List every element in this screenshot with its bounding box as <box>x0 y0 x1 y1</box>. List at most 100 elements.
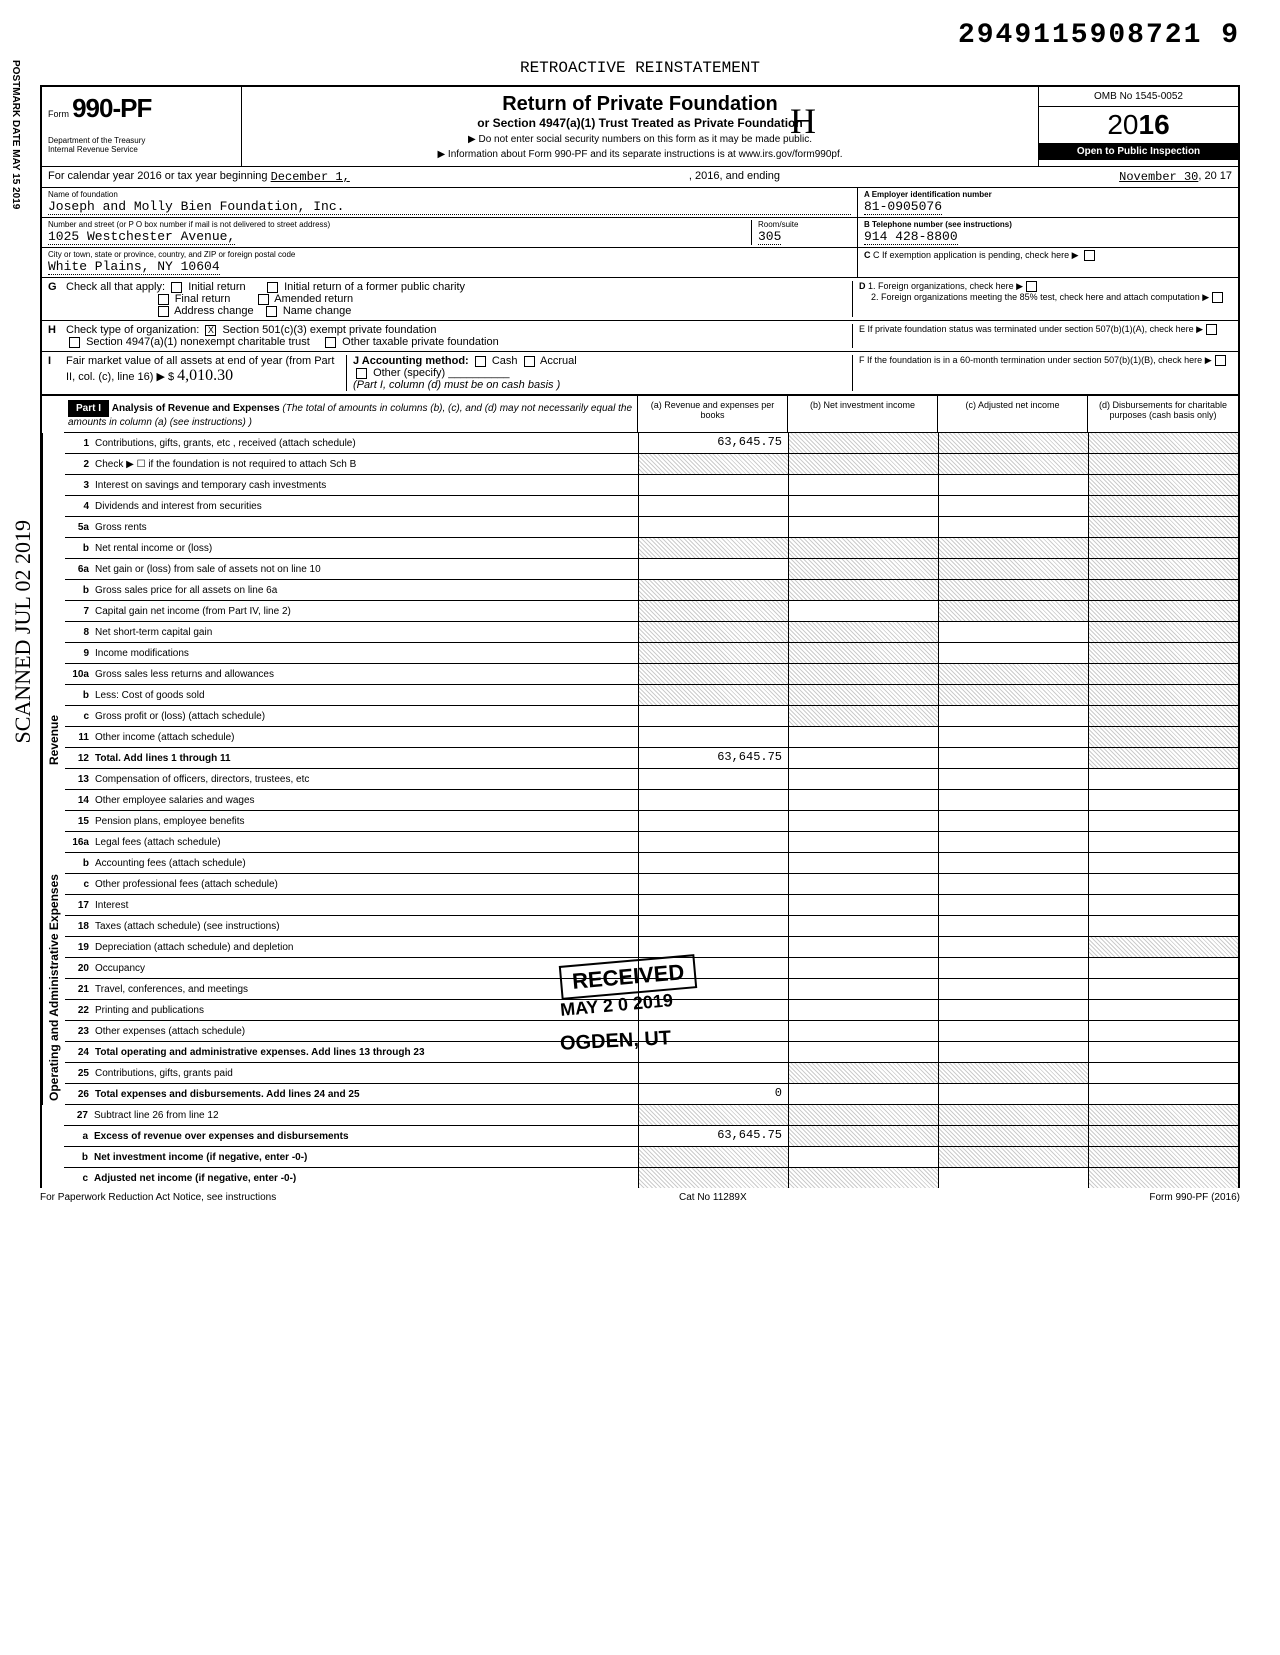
line-2: Check ▶ ☐ if the foundation is not requi… <box>95 457 638 472</box>
footer-form-ref: Form 990-PF (2016) <box>1149 1192 1240 1203</box>
line-27a: Excess of revenue over expenses and disb… <box>94 1129 638 1144</box>
line-27a-a: 63,645.75 <box>638 1126 788 1146</box>
line-22: Printing and publications <box>95 1003 638 1018</box>
section-g-letter: G <box>48 281 66 317</box>
line-8: Net short-term capital gain <box>95 625 638 640</box>
checkbox-e[interactable] <box>1206 324 1217 335</box>
checkbox-name-change[interactable] <box>266 306 277 317</box>
line-1-a: 63,645.75 <box>638 433 788 453</box>
address-label: Number and street (or P O box number if … <box>48 220 751 229</box>
section-j-label: J Accounting method: <box>353 355 469 367</box>
section-e-label: E If private foundation status was termi… <box>859 324 1194 334</box>
checkbox-d1[interactable] <box>1026 281 1037 292</box>
form-number: 990-PF <box>72 93 151 123</box>
line-17: Interest <box>95 898 638 913</box>
checkbox-cash[interactable] <box>475 356 486 367</box>
footer-paperwork: For Paperwork Reduction Act Notice, see … <box>40 1192 276 1203</box>
name-label: Name of foundation <box>48 190 851 199</box>
line-26-a: 0 <box>638 1084 788 1104</box>
checkbox-final-return[interactable] <box>158 294 169 305</box>
form-subtitle: or Section 4947(a)(1) Trust Treated as P… <box>248 116 1032 130</box>
checkbox-other-method[interactable] <box>356 368 367 379</box>
section-h-letter: H <box>48 324 66 348</box>
room-label: Room/suite <box>758 220 851 229</box>
line-11: Other income (attach schedule) <box>95 730 638 745</box>
section-d1: 1. Foreign organizations, check here <box>868 281 1014 291</box>
section-f-label: F If the foundation is in a 60-month ter… <box>859 355 1202 365</box>
line-23: Other expenses (attach schedule) <box>95 1024 638 1039</box>
city-label: City or town, state or province, country… <box>48 250 851 259</box>
checkbox-501c3[interactable]: X <box>205 325 216 336</box>
expenses-side-label: Operating and Administrative Expenses <box>42 769 65 1105</box>
foundation-name: Joseph and Molly Bien Foundation, Inc. <box>48 199 851 215</box>
line-5b: Net rental income or (loss) <box>95 541 638 556</box>
line-7: Capital gain net income (from Part IV, l… <box>95 604 638 619</box>
ein-label: A Employer identification number <box>864 190 1232 199</box>
checkbox-amended[interactable] <box>258 294 269 305</box>
line-26: Total expenses and disbursements. Add li… <box>95 1087 638 1102</box>
calendar-year-row: For calendar year 2016 or tax year begin… <box>42 167 1238 188</box>
checkbox-initial-former[interactable] <box>267 282 278 293</box>
checkbox-f[interactable] <box>1215 355 1226 366</box>
checkbox-accrual[interactable] <box>524 356 535 367</box>
checkbox-d2[interactable] <box>1212 292 1223 303</box>
line-27c: Adjusted net income (if negative, enter … <box>94 1171 638 1186</box>
line-10b: Less: Cost of goods sold <box>95 688 638 703</box>
room-value: 305 <box>758 229 781 245</box>
phone-value: 914 428-8800 <box>864 229 958 245</box>
document-number: 2949115908721 9 <box>40 20 1240 51</box>
line-18: Taxes (attach schedule) (see instruction… <box>95 919 638 934</box>
public-inspection-badge: Open to Public Inspection <box>1039 143 1238 160</box>
form-header: Form 990-PF Department of the Treasury I… <box>40 85 1240 396</box>
city-value: White Plains, NY 10604 <box>48 259 220 275</box>
end-month: November 30 <box>1119 170 1198 184</box>
part1-title: Analysis of Revenue and Expenses <box>112 403 280 414</box>
ssn-warning: ▶ Do not enter social security numbers o… <box>248 134 1032 145</box>
part1-badge: Part I <box>68 400 109 417</box>
part1-cash-note: (Part I, column (d) must be on cash basi… <box>353 379 560 391</box>
line-12-a: 63,645.75 <box>638 748 788 768</box>
fmv-value: 4,010.30 <box>177 367 233 384</box>
line-16a: Legal fees (attach schedule) <box>95 835 638 850</box>
checkbox-address-change[interactable] <box>158 306 169 317</box>
line-27: Subtract line 26 from line 12 <box>94 1108 638 1123</box>
col-b-header: (b) Net investment income <box>788 396 938 432</box>
line-4: Dividends and interest from securities <box>95 499 638 514</box>
col-a-header: (a) Revenue and expenses per books <box>638 396 788 432</box>
line-3: Interest on savings and temporary cash i… <box>95 478 638 493</box>
checkbox-other-taxable[interactable] <box>325 337 336 348</box>
section-i-letter: I <box>48 355 66 391</box>
revenue-side-label: Revenue <box>42 433 65 769</box>
line-5a: Gross rents <box>95 520 638 535</box>
omb-number: OMB No 1545-0052 <box>1039 87 1238 107</box>
line-25: Contributions, gifts, grants paid <box>95 1066 638 1081</box>
section-d2: 2. Foreign organizations meeting the 85%… <box>871 292 1200 302</box>
footer-catalog: Cat No 11289X <box>679 1192 747 1203</box>
checkbox-initial-return[interactable] <box>171 282 182 293</box>
tax-year: 2016 <box>1039 107 1238 143</box>
section-g-label: Check all that apply: <box>66 281 165 293</box>
street-address: 1025 Westchester Avenue, <box>48 229 235 245</box>
line-6a: Net gain or (loss) from sale of assets n… <box>95 562 638 577</box>
line-15: Pension plans, employee benefits <box>95 814 638 829</box>
begin-date: December 1, <box>271 170 350 184</box>
ein-value: 81-0905076 <box>864 199 942 215</box>
checkbox-4947[interactable] <box>69 337 80 348</box>
section-c-label: C If exemption application is pending, c… <box>873 250 1079 260</box>
line-16c: Other professional fees (attach schedule… <box>95 877 638 892</box>
line-10c: Gross profit or (loss) (attach schedule) <box>95 709 638 724</box>
checkbox-c[interactable] <box>1084 250 1095 261</box>
retroactive-title: RETROACTIVE REINSTATEMENT <box>40 59 1240 77</box>
line-21: Travel, conferences, and meetings <box>95 982 638 997</box>
line-9: Income modifications <box>95 646 638 661</box>
line-12: Total. Add lines 1 through 11 <box>95 751 638 766</box>
dept-irs: Internal Revenue Service <box>48 145 235 154</box>
phone-label: B Telephone number (see instructions) <box>864 220 1232 229</box>
line-24: Total operating and administrative expen… <box>95 1045 638 1060</box>
col-c-header: (c) Adjusted net income <box>938 396 1088 432</box>
line-16b: Accounting fees (attach schedule) <box>95 856 638 871</box>
info-link: ▶ Information about Form 990-PF and its … <box>248 149 1032 160</box>
line-20: Occupancy <box>95 961 638 976</box>
scanned-stamp: SCANNED JUL 02 2019 <box>10 520 36 743</box>
line-19: Depreciation (attach schedule) and deple… <box>95 940 638 955</box>
